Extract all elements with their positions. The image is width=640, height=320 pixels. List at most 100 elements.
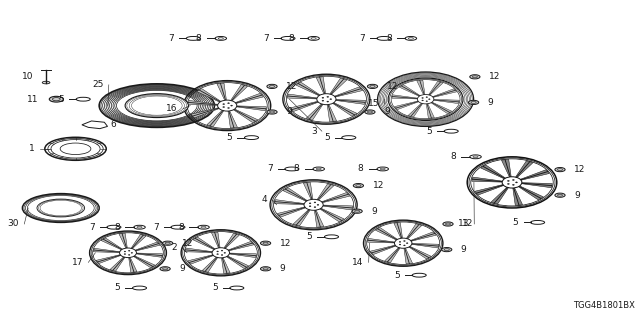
Polygon shape — [518, 186, 543, 200]
Ellipse shape — [223, 107, 225, 108]
Polygon shape — [234, 109, 258, 123]
Polygon shape — [429, 81, 443, 95]
Polygon shape — [502, 159, 511, 177]
Polygon shape — [335, 87, 362, 97]
Polygon shape — [193, 237, 215, 250]
Text: 15: 15 — [368, 100, 380, 108]
Text: 9: 9 — [280, 264, 285, 273]
Polygon shape — [522, 183, 552, 188]
Polygon shape — [129, 257, 137, 272]
Polygon shape — [191, 108, 219, 118]
Text: 2: 2 — [171, 244, 177, 252]
Text: 9: 9 — [574, 191, 580, 200]
Polygon shape — [101, 238, 122, 250]
Text: 12: 12 — [372, 181, 384, 190]
Ellipse shape — [404, 245, 405, 246]
Ellipse shape — [422, 100, 423, 101]
Polygon shape — [236, 93, 263, 103]
Text: 6: 6 — [111, 120, 116, 129]
Ellipse shape — [468, 100, 479, 104]
Ellipse shape — [131, 252, 132, 253]
Ellipse shape — [120, 248, 136, 258]
Polygon shape — [481, 165, 506, 179]
Text: 7: 7 — [153, 223, 159, 232]
Polygon shape — [287, 94, 317, 99]
Ellipse shape — [367, 84, 378, 88]
Ellipse shape — [442, 248, 452, 252]
Text: 10: 10 — [22, 72, 33, 81]
Ellipse shape — [443, 222, 453, 226]
Text: 5: 5 — [58, 95, 64, 104]
Polygon shape — [119, 233, 127, 248]
Ellipse shape — [365, 110, 375, 114]
Polygon shape — [188, 255, 214, 264]
Text: 7: 7 — [168, 34, 174, 43]
Ellipse shape — [267, 110, 277, 114]
Polygon shape — [275, 200, 304, 204]
Ellipse shape — [129, 254, 130, 255]
Ellipse shape — [404, 241, 405, 242]
Ellipse shape — [309, 203, 311, 204]
Polygon shape — [229, 253, 257, 258]
Text: 16: 16 — [166, 104, 178, 113]
Polygon shape — [409, 246, 431, 259]
Text: 5: 5 — [307, 232, 312, 241]
Polygon shape — [399, 85, 420, 96]
Polygon shape — [202, 257, 218, 272]
Polygon shape — [221, 258, 230, 274]
Polygon shape — [316, 77, 326, 94]
Text: 11: 11 — [27, 95, 38, 104]
Ellipse shape — [224, 252, 225, 253]
Ellipse shape — [322, 97, 324, 98]
Polygon shape — [404, 248, 413, 264]
Ellipse shape — [352, 209, 362, 213]
Ellipse shape — [513, 184, 515, 185]
Ellipse shape — [555, 168, 565, 172]
Ellipse shape — [129, 250, 130, 251]
Polygon shape — [314, 210, 324, 227]
Polygon shape — [333, 103, 357, 116]
Ellipse shape — [417, 94, 434, 104]
Polygon shape — [188, 100, 218, 105]
Polygon shape — [224, 233, 239, 248]
Text: 8: 8 — [115, 223, 120, 232]
Polygon shape — [410, 232, 436, 241]
Text: 7: 7 — [263, 34, 269, 43]
Polygon shape — [417, 80, 425, 95]
Polygon shape — [322, 193, 349, 203]
Text: 7: 7 — [267, 164, 273, 173]
Polygon shape — [306, 104, 323, 120]
Polygon shape — [317, 184, 334, 200]
Text: 13: 13 — [458, 220, 469, 228]
Ellipse shape — [502, 177, 522, 188]
Polygon shape — [217, 83, 227, 100]
Text: 4: 4 — [262, 196, 268, 204]
Ellipse shape — [470, 75, 480, 79]
Polygon shape — [412, 244, 439, 248]
Text: 12: 12 — [286, 82, 298, 91]
Polygon shape — [330, 78, 347, 94]
Polygon shape — [296, 82, 320, 96]
Text: 8: 8 — [196, 34, 202, 43]
Text: 12: 12 — [574, 165, 586, 174]
Polygon shape — [110, 257, 125, 271]
Text: 30: 30 — [8, 220, 19, 228]
Polygon shape — [376, 228, 397, 240]
Text: 5: 5 — [426, 127, 432, 136]
Polygon shape — [515, 161, 533, 178]
Text: 12: 12 — [387, 82, 398, 91]
Ellipse shape — [42, 81, 50, 84]
Ellipse shape — [160, 267, 170, 271]
Ellipse shape — [353, 183, 364, 188]
Polygon shape — [228, 242, 253, 251]
Text: 5: 5 — [115, 284, 120, 292]
Text: TGG4B1801BX: TGG4B1801BX — [573, 301, 635, 310]
Polygon shape — [426, 104, 435, 118]
Polygon shape — [134, 256, 155, 268]
Polygon shape — [131, 235, 146, 249]
Polygon shape — [327, 105, 337, 122]
Ellipse shape — [125, 94, 189, 117]
Polygon shape — [513, 188, 522, 205]
Text: 8: 8 — [289, 34, 294, 43]
Polygon shape — [475, 185, 504, 195]
